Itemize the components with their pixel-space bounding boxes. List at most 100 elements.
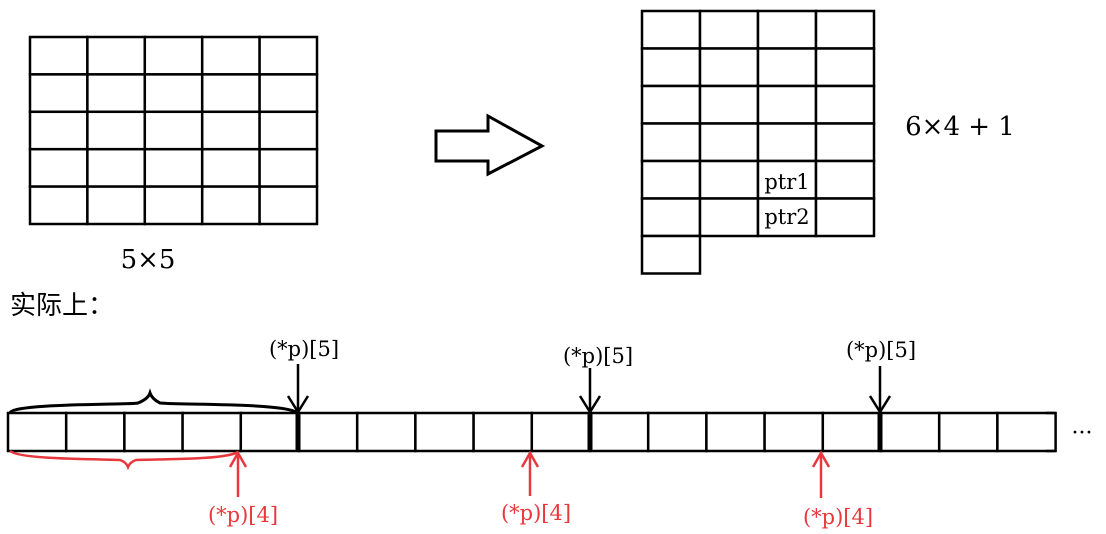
grid-cell <box>28 110 89 151</box>
strip-cell <box>355 411 417 453</box>
black-pointer-head <box>578 395 602 415</box>
grid-cell <box>258 147 319 188</box>
grid-cell <box>200 35 261 76</box>
grid-5x5-label: 5×5 <box>121 245 176 275</box>
strip-cell <box>297 411 359 453</box>
grid-cell <box>86 73 147 114</box>
grid-cell <box>640 197 702 238</box>
strip-cell <box>472 411 534 453</box>
grid-cell <box>258 185 319 226</box>
strip-cell <box>763 411 825 453</box>
black-pointer: (*p)[5] <box>846 338 916 415</box>
strip-cell <box>937 411 999 453</box>
grid-cell <box>200 185 261 226</box>
strip-cell <box>239 411 301 453</box>
red-pointer: (*p)[4] <box>208 450 278 527</box>
red-pointer-label: (*p)[4] <box>501 501 571 525</box>
grid-cell <box>640 159 702 200</box>
black-pointer: (*p)[5] <box>563 344 633 415</box>
transform-arrow <box>434 113 546 177</box>
cell-ptr2: ptr2 <box>764 205 809 229</box>
grid-cell <box>86 110 147 151</box>
strip-cell <box>123 411 184 453</box>
grid-cell <box>814 9 876 50</box>
grid-cell <box>258 110 319 151</box>
memory-strip <box>6 411 1057 453</box>
grid-cell <box>640 9 702 50</box>
grid-cell <box>814 197 876 238</box>
black-pointer-head <box>286 395 310 415</box>
strip-cell <box>6 411 68 453</box>
grid-cell <box>143 185 204 226</box>
grid-cell <box>86 35 147 76</box>
grid-cell <box>640 47 702 88</box>
grid-cell <box>698 159 760 200</box>
grid-6x4-plus-1-label: 6×4 + 1 <box>905 112 1015 142</box>
strip-cell <box>646 411 708 453</box>
grid-cell <box>640 84 702 125</box>
grid-6x4-plus-1 <box>640 9 876 275</box>
grid-cell <box>143 147 204 188</box>
grid-cell <box>143 73 204 114</box>
grid-cell <box>143 35 204 76</box>
strip-cell <box>414 411 475 453</box>
grid-cell <box>258 35 319 76</box>
strip-cell <box>181 411 243 453</box>
grid-cell <box>200 147 261 188</box>
grid-cell <box>698 9 760 50</box>
black-pointer: (*p)[5] <box>269 337 339 415</box>
grid-cell <box>143 110 204 151</box>
grid-cell <box>698 84 760 125</box>
grid-cell <box>756 197 818 238</box>
grid-cell <box>756 47 818 88</box>
black-pointer-head <box>868 395 892 415</box>
grid-cell <box>86 147 147 188</box>
grid-cell <box>258 73 319 114</box>
red-brace <box>9 449 239 471</box>
grid-cell <box>814 122 876 163</box>
red-pointers: (*p)[4] (*p)[4] (*p)[4] <box>208 450 873 529</box>
black-pointers: (*p)[5] (*p)[5] (*p)[5] <box>269 337 916 415</box>
grid-cell <box>28 35 89 76</box>
black-pointer-label: (*p)[5] <box>269 337 339 361</box>
grid-5x5 <box>28 35 319 226</box>
grid-cell <box>698 122 760 163</box>
grid-cell <box>200 73 261 114</box>
grid-cell <box>86 185 147 226</box>
grid-cell <box>814 84 876 125</box>
grid-cell <box>698 47 760 88</box>
black-brace <box>8 388 297 415</box>
grid-cell <box>28 73 89 114</box>
cell-ptr1: ptr1 <box>764 170 809 194</box>
strip-cell <box>588 411 650 453</box>
grid-cell <box>756 122 818 163</box>
grid-cell <box>756 9 818 50</box>
grid-cell <box>200 110 261 151</box>
strip-cell <box>705 411 766 453</box>
red-pointer-head <box>228 450 248 468</box>
strip-ellipsis: ··· <box>1072 421 1093 446</box>
caption-actually: 实际上： <box>10 291 114 321</box>
black-pointer-label: (*p)[5] <box>846 338 916 362</box>
grid-cell <box>28 185 89 226</box>
strip-cell <box>821 411 883 453</box>
red-pointer: (*p)[4] <box>803 450 873 529</box>
grid-cell <box>814 159 876 200</box>
red-pointer-head <box>520 450 540 468</box>
grid-cell <box>756 84 818 125</box>
strip-cell <box>996 411 1057 453</box>
grid-cell <box>28 147 89 188</box>
grid-cell <box>640 122 702 163</box>
strip-cell <box>530 411 592 453</box>
strip-cell <box>64 411 126 453</box>
red-pointer: (*p)[4] <box>501 450 571 525</box>
grid-cell <box>698 197 760 238</box>
red-pointer-label: (*p)[4] <box>803 505 873 529</box>
grid-cell <box>814 47 876 88</box>
grid-cell-extra <box>640 234 702 275</box>
black-pointer-label: (*p)[5] <box>563 344 633 368</box>
strip-cell <box>879 411 941 453</box>
red-pointer-label: (*p)[4] <box>208 503 278 527</box>
red-pointer-head <box>811 450 831 468</box>
